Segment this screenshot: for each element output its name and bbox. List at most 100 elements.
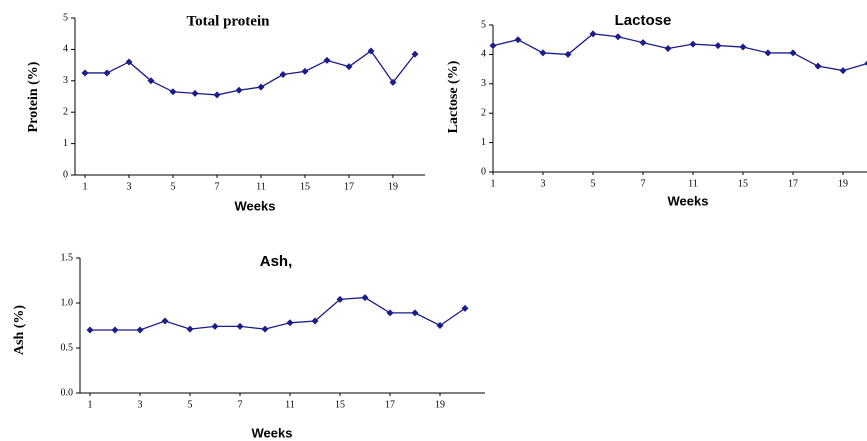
data-point: [257, 83, 265, 91]
data-point: [111, 326, 119, 334]
data-point: [191, 89, 199, 97]
chart-title: Ash,: [260, 253, 293, 270]
data-point: [236, 322, 244, 330]
y-axis-label: Protein (%): [26, 61, 41, 132]
y-tick-label: 0: [481, 166, 486, 177]
y-tick-label: 2: [63, 106, 68, 117]
data-point: [301, 67, 309, 75]
data-point: [147, 77, 155, 85]
data-point: [389, 78, 397, 86]
data-point: [169, 88, 177, 96]
x-tick-label: 19: [388, 181, 398, 192]
x-tick-label: 7: [641, 178, 646, 189]
x-tick-label: 3: [138, 399, 143, 410]
chart-title: Total protein: [187, 13, 271, 29]
y-tick-label: 4: [63, 44, 68, 55]
chart-title: Lactose: [615, 12, 672, 29]
x-tick-label: 1: [83, 181, 88, 192]
x-tick-label: 15: [738, 178, 748, 189]
data-point: [136, 326, 144, 334]
x-tick-label: 3: [127, 181, 132, 192]
x-tick-label: 5: [171, 181, 176, 192]
data-point: [261, 325, 269, 333]
x-tick-label: 5: [591, 178, 596, 189]
data-point: [689, 40, 697, 48]
data-point: [367, 47, 375, 55]
data-point: [103, 69, 111, 77]
x-axis-label: Weeks: [235, 198, 276, 213]
data-point: [839, 67, 847, 75]
data-point: [361, 294, 369, 302]
y-tick-label: 5: [63, 12, 68, 23]
data-point: [345, 63, 353, 71]
y-tick-label: 0: [63, 169, 68, 180]
data-point: [213, 91, 221, 99]
x-tick-label: 17: [385, 399, 395, 410]
data-point: [564, 50, 572, 58]
x-axis-label: Weeks: [252, 425, 293, 440]
y-tick-label: 3: [481, 78, 486, 89]
data-point: [764, 49, 772, 57]
x-tick-label: 11: [256, 181, 266, 192]
y-tick-label: 4: [481, 49, 486, 60]
data-point: [323, 56, 331, 64]
series-line: [492, 33, 867, 72]
y-axis-label: Ash (%): [12, 305, 27, 356]
data-point: [311, 317, 319, 325]
data-point: [814, 62, 822, 70]
y-tick-label: 1.0: [61, 297, 74, 308]
data-point: [411, 309, 419, 317]
y-axis-label: Lactose (%): [446, 60, 461, 133]
data-point: [81, 69, 89, 77]
data-point: [125, 58, 133, 66]
data-point: [386, 309, 394, 317]
x-tick-label: 11: [285, 399, 295, 410]
data-point: [714, 42, 722, 50]
data-point: [489, 42, 497, 50]
data-point: [235, 86, 243, 94]
data-point: [614, 33, 622, 41]
x-tick-label: 7: [238, 399, 243, 410]
y-tick-label: 1: [481, 137, 486, 148]
data-point: [739, 43, 747, 51]
data-point: [436, 322, 444, 329]
data-point: [461, 304, 469, 312]
x-tick-label: 3: [541, 178, 546, 189]
y-tick-label: 1: [63, 138, 68, 149]
x-tick-label: 7: [215, 181, 220, 192]
y-tick-label: 3: [63, 75, 68, 86]
data-point: [864, 60, 867, 66]
x-tick-label: 5: [188, 399, 193, 410]
data-point: [664, 45, 672, 53]
y-tick-label: 5: [481, 19, 486, 30]
data-point: [161, 317, 169, 325]
x-tick-label: 11: [688, 178, 698, 189]
x-tick-label: 19: [435, 399, 445, 410]
series-line: [90, 296, 466, 331]
data-point: [514, 36, 522, 44]
y-tick-label: 0.0: [61, 387, 74, 398]
x-tick-label: 19: [838, 178, 848, 189]
y-tick-label: 1.5: [61, 252, 74, 263]
data-point: [411, 50, 419, 58]
series-line: [85, 50, 416, 96]
x-tick-label: 1: [88, 399, 93, 410]
x-tick-label: 15: [300, 181, 310, 192]
data-point: [211, 322, 219, 330]
x-tick-label: 17: [788, 178, 798, 189]
data-point: [789, 49, 797, 57]
data-point: [539, 49, 547, 57]
x-tick-label: 15: [335, 399, 345, 410]
y-tick-label: 0.5: [61, 342, 74, 353]
data-point: [639, 39, 647, 47]
x-tick-label: 1: [491, 178, 496, 189]
x-axis-label: Weeks: [668, 193, 709, 208]
data-point: [279, 71, 287, 79]
data-point: [86, 326, 94, 334]
y-tick-label: 2: [481, 107, 486, 118]
data-point: [336, 295, 344, 303]
x-tick-label: 17: [344, 181, 354, 192]
data-point: [589, 30, 597, 38]
data-point: [286, 319, 294, 327]
